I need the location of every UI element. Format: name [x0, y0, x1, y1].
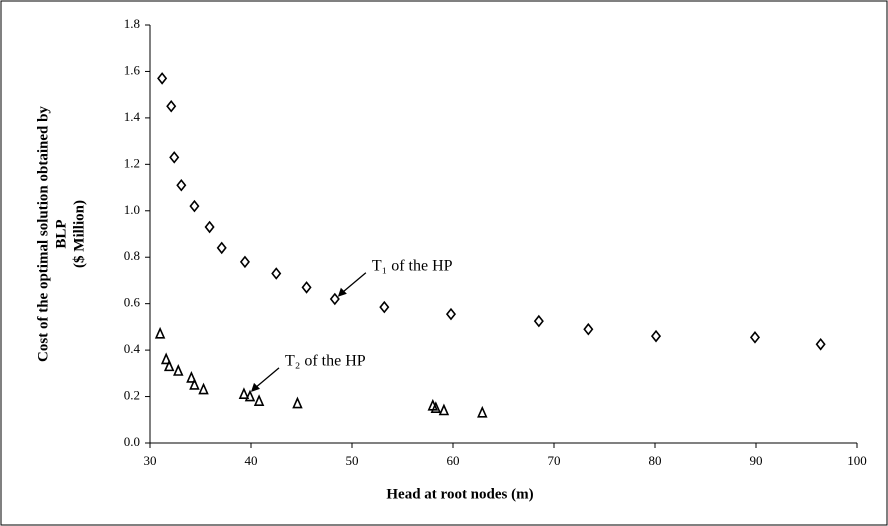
point [238, 387, 250, 400]
y-tick-label: 1.2 [124, 155, 140, 170]
x-tick-label: 40 [245, 453, 258, 468]
point [815, 338, 826, 351]
annotation: T₁ of the HP [372, 257, 453, 274]
y-tick-label: 0.2 [124, 388, 140, 403]
point [253, 394, 265, 406]
annotation-arrow [340, 272, 367, 295]
x-tick-label: 50 [346, 453, 359, 468]
x-tick-label: 100 [847, 453, 867, 468]
point [650, 329, 662, 343]
x-tick-label: 80 [649, 453, 662, 468]
point [244, 389, 256, 402]
y-tick-label: 1.0 [124, 202, 140, 217]
y-axis-label-line: BLP [53, 219, 69, 248]
point [477, 405, 488, 418]
x-tick-label: 90 [750, 453, 763, 468]
point [445, 307, 457, 321]
y-tick-label: 0.0 [124, 434, 140, 449]
annotation: T₂ of the HP [285, 353, 366, 370]
point [173, 364, 184, 376]
point [583, 322, 594, 336]
point [186, 371, 197, 383]
point [292, 396, 303, 409]
point [430, 401, 442, 413]
point [166, 99, 177, 113]
point [271, 267, 282, 280]
point [239, 255, 250, 269]
y-tick-label: 0.6 [124, 295, 141, 310]
point [157, 72, 168, 85]
point [154, 326, 166, 339]
x-tick-label: 60 [447, 453, 460, 468]
point [329, 292, 340, 306]
x-axis-label: Head at root nodes (m) [386, 486, 533, 502]
arrow-head [337, 287, 347, 297]
point [749, 331, 761, 344]
point [160, 352, 172, 365]
y-tick-label: 1.6 [124, 62, 141, 77]
y-tick-label: 0.8 [124, 248, 140, 263]
x-tick-label: 70 [548, 453, 561, 468]
y-tick-label: 1.8 [124, 16, 140, 31]
point [301, 281, 312, 294]
point [163, 359, 175, 372]
point [533, 314, 544, 328]
y-axis-label: Cost of the optimal solution obtained by… [35, 106, 87, 362]
point [189, 199, 200, 213]
annotation-arrow [253, 367, 280, 390]
point [176, 178, 187, 192]
point [169, 151, 180, 164]
point [204, 220, 215, 234]
x-tick-label: 30 [144, 453, 157, 468]
point [379, 300, 390, 314]
y-axis-label-line: ($ Million) [71, 200, 87, 268]
point [438, 403, 450, 416]
point [198, 382, 209, 395]
y-tick-label: 1.4 [124, 109, 141, 124]
point [216, 241, 227, 255]
y-tick-label: 0.4 [124, 341, 141, 356]
arrow-head [251, 382, 260, 392]
y-axis-label-line: Cost of the optimal solution obtained by [35, 106, 51, 362]
point [189, 377, 200, 390]
